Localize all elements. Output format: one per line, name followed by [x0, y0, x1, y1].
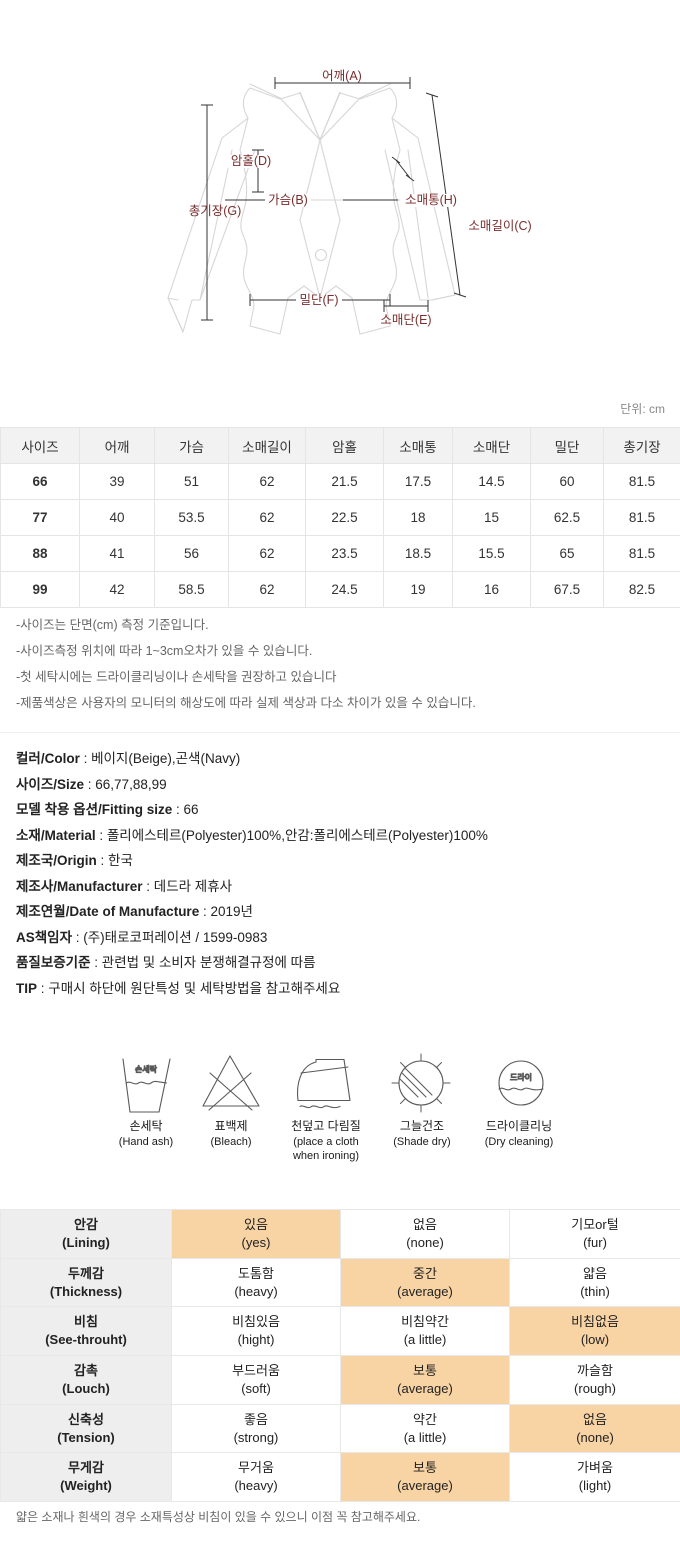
- svg-text:드라이: 드라이: [510, 1072, 532, 1082]
- svg-text:손세탁: 손세탁: [135, 1064, 158, 1074]
